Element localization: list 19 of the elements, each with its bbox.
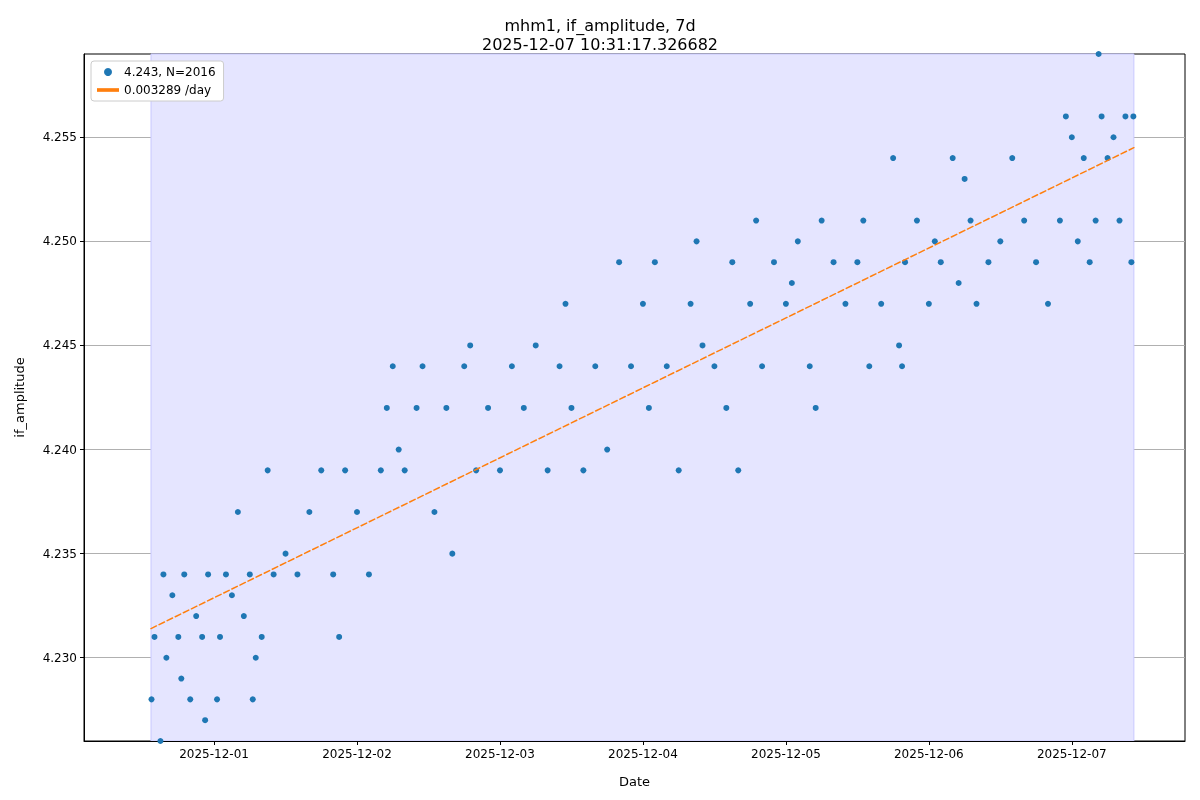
x-tick-label: 2025-12-02	[322, 747, 392, 761]
y-axis-title: if_amplitude	[12, 357, 27, 438]
x-tick-label: 2025-12-03	[465, 747, 535, 761]
legend-label: 0.003289 /day	[124, 83, 212, 97]
y-tick-label: 4.240	[42, 442, 77, 457]
y-tick-label: 4.255	[42, 130, 77, 145]
x-tick-label: 2025-12-07	[1036, 747, 1107, 761]
legend-label: 4.243, N=2016	[124, 65, 216, 79]
chart-subtitle: 2025-12-07 10:31:17.326682	[481, 34, 719, 54]
x-axis-title: Date	[618, 774, 651, 789]
y-tick-label: 4.230	[42, 650, 77, 665]
x-tick-label: 2025-12-04	[608, 747, 678, 761]
y-tick-label: 4.245	[42, 338, 77, 353]
y-tick-label: 4.235	[42, 546, 77, 561]
x-tick-label: 2025-12-05	[751, 747, 821, 761]
chart-title: mhm1, if_amplitude, 7d	[504, 15, 696, 36]
x-tick-label: 2025-12-01	[179, 747, 249, 761]
y-tick-label: 4.250	[42, 234, 77, 249]
x-tick-label: 2025-12-06	[893, 747, 964, 761]
